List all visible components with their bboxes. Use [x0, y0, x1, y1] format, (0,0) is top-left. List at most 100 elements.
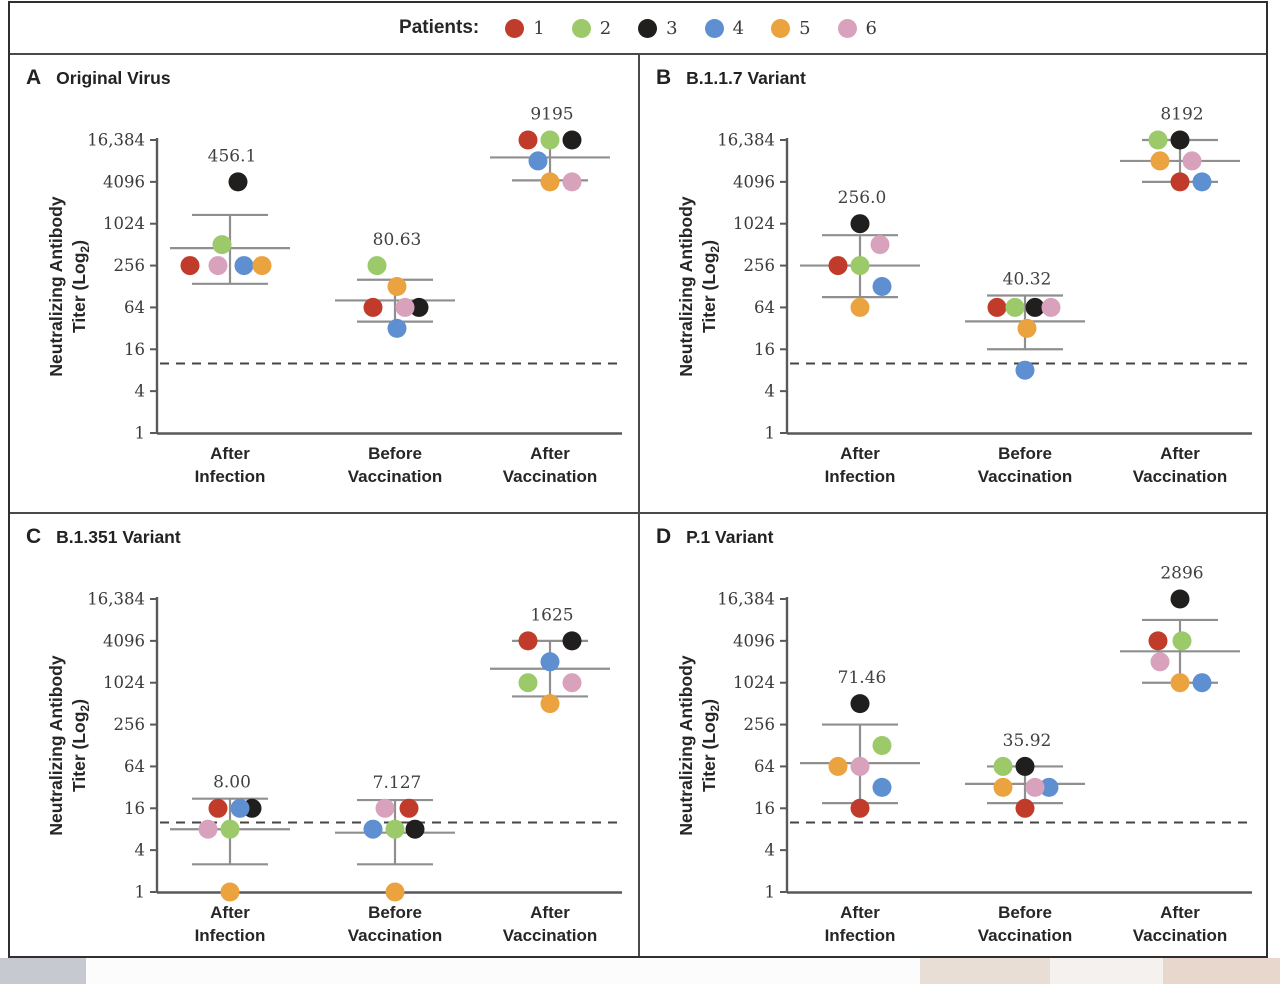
panel-letter: C	[26, 525, 42, 548]
y-tick-label: 16,384	[87, 590, 145, 609]
x-category-label-line2: Vaccination	[978, 467, 1072, 486]
group-after-vaccination: 1625	[490, 605, 610, 714]
x-category-label-line1: After	[840, 444, 880, 463]
data-point-patient-5	[540, 172, 560, 192]
panel-D: 16,384 4096 1024 256 64 16 4 1 Neutralizing Anti…	[638, 514, 1266, 956]
data-point-patient-2	[385, 819, 405, 839]
group-after-infection: 456.1	[170, 146, 290, 285]
mean-value-label: 256.0	[838, 188, 887, 208]
panel-A-header: A Original Virus	[26, 66, 171, 90]
data-point-patient-3	[405, 819, 425, 839]
x-category-label-line1: Before	[368, 444, 422, 463]
page-artifact	[86, 958, 920, 984]
data-point-patient-6	[208, 256, 228, 276]
x-category-label-line2: Infection	[825, 926, 896, 945]
data-point-patient-1	[363, 297, 383, 317]
x-category-label-line2: Vaccination	[503, 926, 597, 945]
panel-B: 16,384 4096 1024 256 64 16 4 1 Neutralizing Anti…	[638, 55, 1266, 514]
data-point-patient-1	[1170, 172, 1190, 192]
y-tick-label: 16,384	[717, 131, 775, 150]
data-point-patient-2	[850, 256, 870, 276]
y-tick-label: 1024	[733, 214, 775, 233]
data-point-patient-4	[1015, 360, 1035, 380]
mean-value-label: 456.1	[208, 146, 257, 166]
patient-3-dot-icon	[638, 18, 658, 38]
y-tick-label: 64	[124, 757, 145, 776]
x-category-label-line1: After	[840, 903, 880, 922]
patient-4-dot-icon	[704, 18, 724, 38]
x-category-label-line2: Infection	[195, 926, 266, 945]
data-point-patient-2	[1172, 631, 1192, 651]
data-point-patient-1	[850, 798, 870, 818]
y-tick-label: 4096	[733, 631, 775, 650]
y-tick-label: 1	[135, 424, 146, 443]
page-artifact	[920, 958, 1050, 984]
x-category-label-line1: After	[210, 444, 250, 463]
page-artifact	[1050, 958, 1163, 984]
group-before-vaccination: 35.92	[965, 731, 1085, 818]
data-point-patient-5	[220, 882, 240, 902]
data-point-patient-2	[220, 819, 240, 839]
y-tick-label: 64	[124, 298, 145, 317]
data-point-patient-4	[363, 819, 383, 839]
page-artifact	[1163, 958, 1280, 984]
data-point-patient-6	[562, 673, 582, 693]
y-tick-label: 16	[124, 340, 145, 359]
y-tick-label: 1024	[103, 673, 145, 692]
mean-value-label: 1625	[530, 605, 573, 625]
panel-title: Original Virus	[56, 68, 171, 88]
y-tick-label: 256	[114, 256, 146, 275]
legend-title: Patients:	[399, 17, 480, 38]
y-axis-label-line1: Neutralizing Antibody	[46, 196, 66, 376]
y-tick-label: 4096	[103, 631, 145, 650]
x-category-label-line2: Infection	[825, 467, 896, 486]
mean-value-label: 40.32	[1003, 270, 1052, 290]
data-point-patient-2	[540, 130, 560, 150]
x-category-label-line2: Vaccination	[1133, 926, 1227, 945]
panel-title: B.1.1.7 Variant	[686, 68, 806, 88]
panel-grid: 16,384 4096 1024 256 64 16 4 1 Neutralizing Anti…	[10, 55, 1266, 956]
legend-patient-label: 5	[799, 17, 811, 39]
data-point-patient-4	[1192, 172, 1212, 192]
x-category-label-line2: Vaccination	[348, 467, 442, 486]
mean-value-label: 35.92	[1003, 731, 1052, 751]
data-point-patient-5	[540, 694, 560, 714]
data-point-patient-1	[518, 130, 538, 150]
y-tick-label: 64	[754, 757, 775, 776]
y-axis-label-line1: Neutralizing Antibody	[676, 196, 696, 376]
mean-value-label: 8192	[1160, 105, 1203, 125]
y-tick-label: 1	[765, 883, 776, 902]
data-point-patient-2	[212, 235, 232, 255]
panel-D-header: D P.1 Variant	[656, 525, 773, 549]
patient-1-dot-icon	[505, 18, 525, 38]
y-tick-label: 16,384	[717, 590, 775, 609]
group-before-vaccination: 40.32	[965, 270, 1085, 380]
legend-patient-6: 6	[837, 18, 877, 39]
legend-patient-2: 2	[571, 18, 611, 39]
data-point-patient-6	[395, 297, 415, 317]
legend-patient-label: 1	[533, 17, 545, 39]
mean-value-label: 9195	[530, 105, 573, 125]
y-tick-label: 256	[744, 715, 776, 734]
y-tick-label: 4096	[103, 172, 145, 191]
x-category-label-line2: Vaccination	[503, 467, 597, 486]
panel-C-header: C B.1.351 Variant	[26, 525, 181, 549]
y-tick-label: 4	[135, 382, 146, 401]
legend-items: 1 2 3 4 5 6	[505, 18, 877, 39]
data-point-patient-1	[987, 297, 1007, 317]
legend-patient-label: 4	[732, 17, 745, 39]
mean-value-label: 71.46	[838, 668, 887, 688]
data-point-patient-1	[828, 256, 848, 276]
data-point-patient-5	[387, 277, 407, 296]
legend-patient-4: 4	[704, 17, 745, 39]
x-category-label-line1: Before	[998, 444, 1052, 463]
data-point-patient-2	[993, 756, 1013, 776]
group-after-infection: 71.46	[800, 668, 920, 818]
data-point-patient-1	[180, 256, 200, 276]
data-point-patient-2	[1005, 297, 1025, 317]
legend-patient-label: 3	[666, 17, 678, 39]
data-point-patient-6	[1150, 652, 1170, 672]
data-point-patient-3	[850, 214, 870, 234]
data-point-patient-6	[1041, 297, 1061, 317]
y-tick-label: 64	[754, 298, 775, 317]
